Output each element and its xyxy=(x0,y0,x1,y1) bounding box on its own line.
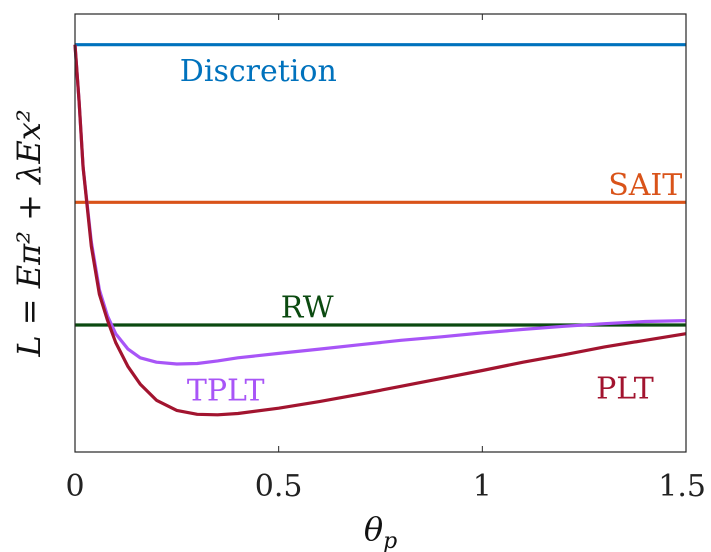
plot-frame xyxy=(74,13,687,453)
y-axis-label: L = Eπ² + λEx² xyxy=(10,109,48,357)
series-label-plt: PLT xyxy=(596,371,654,406)
series-label-discretion: Discretion xyxy=(180,54,337,89)
x-tick-label: 0.5 xyxy=(255,469,303,504)
series-labels: Discretion SAIT RW TPLT PLT xyxy=(180,54,682,409)
x-axis-label: θp xyxy=(364,510,397,552)
series-line-tplt xyxy=(73,44,687,366)
series-label-tplt: TPLT xyxy=(187,374,265,409)
series-label-sait: SAIT xyxy=(608,168,682,203)
series-label-rw: RW xyxy=(281,290,334,325)
x-axis-label-subscript: p xyxy=(383,529,397,552)
series-layer xyxy=(73,43,687,417)
x-tick-label: 1 xyxy=(473,469,492,504)
x-ticks: 0 0.5 1 1.5 xyxy=(65,14,706,504)
x-tick-label: 1.5 xyxy=(658,469,706,504)
x-axis-label-main: θ xyxy=(364,510,383,548)
x-tick-label: 0 xyxy=(65,469,84,504)
series-line-plt xyxy=(73,44,687,417)
